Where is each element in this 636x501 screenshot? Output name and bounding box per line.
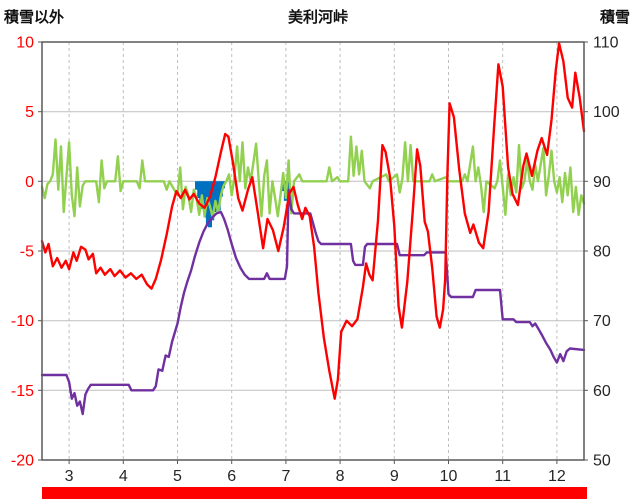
right-axis-title: 積雪 — [599, 9, 630, 26]
x-axis-tick-label: 4 — [119, 468, 128, 485]
right-axis-tick-label: 60 — [593, 383, 611, 400]
blue-bars — [216, 181, 221, 211]
blue-bars — [201, 181, 206, 210]
right-axis-tick-label: 70 — [593, 313, 611, 330]
blue-bars — [197, 181, 202, 198]
right-axis-tick-label: 80 — [593, 244, 611, 261]
right-axis-tick-label: 90 — [593, 174, 611, 191]
left-axis-tick-label: 10 — [16, 35, 34, 52]
series-layer — [40, 42, 586, 416]
blue-bars — [218, 181, 223, 197]
x-axis-tick-label: 12 — [548, 468, 566, 485]
chart-title: 美利河峠 — [287, 9, 348, 26]
right-axis-tick-label: 50 — [593, 453, 611, 470]
x-axis-tick-label: 11 — [494, 468, 511, 485]
right-axis-tick-label: 110 — [593, 35, 619, 52]
x-axis-tick-label: 6 — [227, 468, 236, 485]
gridlines — [42, 42, 584, 460]
x-axis-tick-label: 7 — [281, 468, 290, 485]
blue-bars — [195, 181, 199, 190]
red-line — [40, 42, 586, 400]
x-axis-tick-label: 10 — [440, 468, 458, 485]
blue-bars — [286, 181, 291, 193]
x-axis-tick-label: 3 — [65, 468, 74, 485]
right-axis-tick-label: 100 — [593, 104, 620, 121]
left-axis-title: 積雪以外 — [4, 9, 65, 26]
blue-bars — [199, 181, 204, 203]
purple-line — [40, 188, 586, 416]
blue-bars — [203, 181, 208, 218]
x-axis-tick-label: 9 — [390, 468, 399, 485]
left-axis-tick-label: 0 — [25, 174, 34, 191]
blue-bars — [210, 181, 215, 221]
left-axis-tick-label: 5 — [25, 104, 34, 121]
bottom-red-band — [42, 487, 587, 499]
left-axis-tick-label: -5 — [20, 244, 34, 261]
axis-ticks — [38, 41, 588, 464]
x-axis-tick-label: 8 — [336, 468, 345, 485]
left-axis-tick-label: -15 — [11, 383, 34, 400]
blue-bars — [214, 181, 219, 203]
green-line — [40, 135, 586, 219]
left-axis-tick-label: -20 — [11, 453, 34, 470]
x-axis-tick-label: 5 — [173, 468, 182, 485]
blue-bars — [212, 181, 217, 212]
left-axis-tick-label: -10 — [11, 313, 34, 330]
